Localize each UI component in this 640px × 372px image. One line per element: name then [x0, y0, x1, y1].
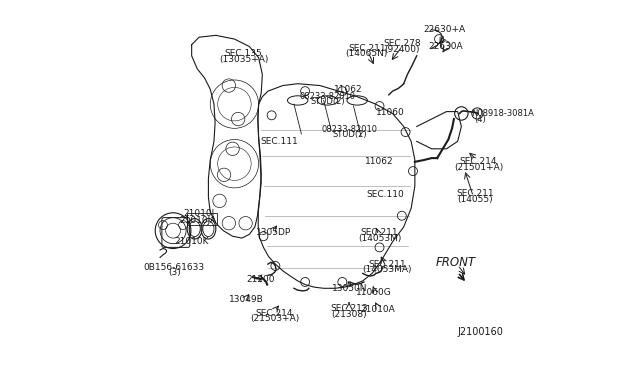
Text: 13050N: 13050N — [332, 284, 367, 293]
Text: 08233-82010: 08233-82010 — [300, 92, 355, 101]
Text: 21200: 21200 — [246, 275, 275, 284]
Text: SEC.214: SEC.214 — [460, 157, 497, 166]
Text: (14053M): (14053M) — [358, 234, 401, 243]
Text: (21503+A): (21503+A) — [250, 314, 300, 323]
Text: 21010A: 21010A — [360, 305, 395, 314]
Text: FRONT: FRONT — [436, 256, 476, 269]
Text: (21501+A): (21501+A) — [454, 163, 503, 172]
Text: 21010K: 21010K — [175, 237, 209, 246]
Text: (4): (4) — [474, 115, 486, 124]
Text: 22630+A: 22630+A — [424, 25, 466, 34]
Text: 11062: 11062 — [333, 85, 362, 94]
Text: SEC.278: SEC.278 — [383, 39, 420, 48]
Text: (14053MA): (14053MA) — [362, 265, 412, 274]
Text: SEC.211: SEC.211 — [361, 228, 398, 237]
Text: 11062: 11062 — [365, 157, 394, 166]
Text: (13035+A): (13035+A) — [219, 55, 268, 64]
Text: 0B156-61633: 0B156-61633 — [143, 263, 205, 272]
Text: SEC.111: SEC.111 — [260, 137, 298, 146]
Text: (21308): (21308) — [332, 310, 367, 319]
Text: 21010J: 21010J — [184, 209, 215, 218]
Text: 22630A: 22630A — [428, 42, 463, 51]
Text: SEC.211: SEC.211 — [457, 189, 494, 198]
Text: 11060: 11060 — [376, 108, 404, 117]
Text: SEC.211: SEC.211 — [348, 44, 386, 53]
Text: 11060G: 11060G — [356, 288, 392, 296]
Text: SEC.211: SEC.211 — [368, 260, 406, 269]
Text: 08233-82010: 08233-82010 — [322, 125, 378, 134]
Text: (14065N): (14065N) — [346, 49, 388, 58]
Text: SEC.214: SEC.214 — [256, 309, 293, 318]
Text: STUD(2): STUD(2) — [310, 97, 345, 106]
Text: 21010JA: 21010JA — [179, 216, 216, 225]
Text: N08918-3081A: N08918-3081A — [470, 109, 534, 118]
Text: SEC.213: SEC.213 — [330, 304, 368, 313]
Text: SEC.110: SEC.110 — [367, 190, 404, 199]
Text: 1305DP: 1305DP — [256, 228, 291, 237]
Text: SEC.135: SEC.135 — [225, 49, 262, 58]
Text: (14055): (14055) — [458, 195, 493, 203]
Text: 13049B: 13049B — [229, 295, 264, 304]
Text: STUD(2): STUD(2) — [332, 130, 367, 139]
Text: (92400): (92400) — [384, 45, 420, 54]
Text: (3): (3) — [168, 268, 180, 277]
Text: J2100160: J2100160 — [458, 327, 504, 337]
